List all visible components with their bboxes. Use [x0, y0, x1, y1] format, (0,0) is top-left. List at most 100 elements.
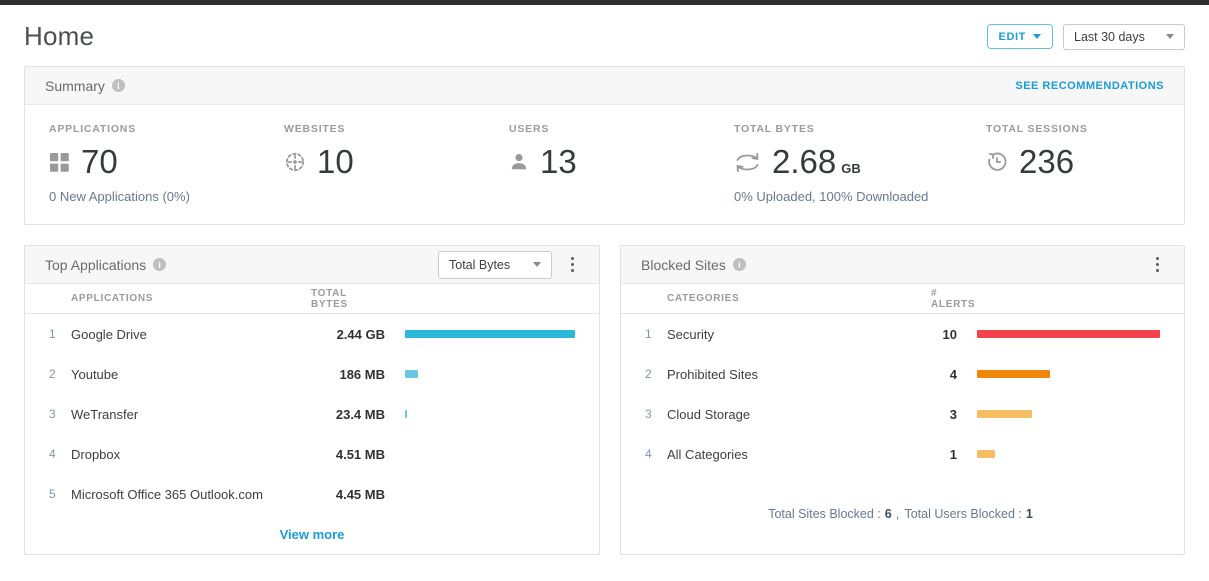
row-value: 23.4 MB [335, 406, 385, 422]
value-bar [977, 410, 1032, 418]
bar-track [405, 490, 575, 498]
row-value: 4.51 MB [335, 446, 385, 462]
user-icon [509, 152, 529, 172]
bar-track [405, 410, 575, 418]
value-bar [405, 370, 418, 378]
row-name: Microsoft Office 365 Outlook.com [71, 486, 263, 502]
metric-total-sessions: TOTAL SESSIONS 236 [986, 123, 1184, 204]
bar-track [977, 450, 1160, 458]
metric-select-value: Total Bytes [449, 257, 511, 272]
summary-metrics: APPLICATIONS 70 0 New Applications (0%) … [25, 105, 1184, 224]
metric-total-bytes: TOTAL BYTES 2.68 GB 0% Uploaded, 100% Do… [734, 123, 986, 204]
column-categories: CATEGORIES [667, 293, 740, 304]
top-applications-header: Top Applications i Total Bytes [25, 246, 599, 284]
separator: , [895, 507, 900, 521]
row-name: Google Drive [71, 326, 147, 342]
metric-users-label: USERS [509, 123, 550, 135]
see-recommendations-link[interactable]: SEE RECOMMENDATIONS [1015, 79, 1164, 92]
total-sites-blocked-label: Total Sites Blocked : [768, 507, 881, 521]
chevron-down-icon [1033, 34, 1041, 39]
value-bar [977, 330, 1160, 338]
info-icon[interactable]: i [111, 79, 125, 92]
table-row: 2 Prohibited Sites 4 [621, 354, 1184, 394]
row-rank: 1 [645, 327, 652, 341]
column-alerts: # ALERTS [931, 287, 976, 310]
row-value: 4 [949, 366, 957, 382]
column-applications: APPLICATIONS [71, 293, 154, 304]
total-sites-blocked-value: 6 [884, 507, 892, 521]
view-more-link[interactable]: View more [279, 526, 345, 542]
summary-card: Summary i SEE RECOMMENDATIONS APPLICATIO… [24, 66, 1185, 225]
bar-track [977, 330, 1160, 338]
row-name: WeTransfer [71, 406, 139, 422]
info-icon[interactable]: i [732, 258, 746, 271]
row-value: 1 [949, 446, 957, 462]
summary-title: Summary [45, 77, 105, 94]
blocked-sites-header: Blocked Sites i [621, 246, 1184, 284]
date-range-value: Last 30 days [1074, 29, 1145, 44]
metric-applications-value: 70 [81, 143, 118, 180]
top-applications-title: Top Applications [45, 256, 147, 273]
metric-applications-subtext: 0 New Applications (0%) [49, 189, 190, 204]
blocked-sites-title-group: Blocked Sites i [641, 257, 746, 273]
row-name: Cloud Storage [667, 406, 751, 422]
row-name: Youtube [71, 366, 119, 382]
metric-total-bytes-subtext: 0% Uploaded, 100% Downloaded [734, 189, 929, 204]
history-clock-icon [986, 151, 1008, 173]
row-rank: 1 [49, 327, 56, 341]
kebab-menu-icon[interactable] [566, 253, 579, 276]
value-bar [977, 370, 1051, 378]
blocked-sites-card: Blocked Sites i CATEGORIES # ALERTS 1 Se… [620, 245, 1185, 555]
metric-total-sessions-label: TOTAL SESSIONS [986, 123, 1088, 135]
bar-track [405, 450, 575, 458]
grid-icon [49, 152, 70, 173]
date-range-select[interactable]: Last 30 days [1063, 23, 1185, 50]
summary-title-group: Summary i [45, 78, 125, 94]
table-row: 3 Cloud Storage 3 [621, 394, 1184, 434]
top-applications-column-headers: APPLICATIONS TOTAL BYTES [25, 284, 599, 314]
metric-select[interactable]: Total Bytes [438, 250, 552, 279]
page-title: Home [24, 21, 95, 51]
bar-track [977, 410, 1160, 418]
chevron-down-icon [1166, 34, 1174, 39]
edit-button-label: EDIT [998, 30, 1026, 43]
header-actions: EDIT Last 30 days [986, 23, 1185, 50]
kebab-menu-icon[interactable] [1151, 253, 1164, 276]
value-bar [977, 450, 996, 458]
info-icon[interactable]: i [153, 258, 167, 271]
row-rank: 4 [49, 447, 56, 461]
table-row: 1 Security 10 [621, 314, 1184, 354]
row-rank: 3 [645, 407, 652, 421]
bar-track [977, 370, 1160, 378]
row-name: All Categories [667, 446, 748, 462]
top-applications-title-group: Top Applications i [45, 256, 167, 273]
table-row: 1 Google Drive 2.44 GB [25, 314, 599, 354]
globe-icon [284, 151, 306, 173]
top-applications-card: Top Applications i Total Bytes APPLICATI… [24, 245, 600, 555]
row-value: 2.44 GB [336, 326, 385, 342]
table-row: 4 Dropbox 4.51 MB [25, 434, 599, 474]
blocked-totals-text: Total Sites Blocked :6, Total Users Bloc… [768, 507, 1037, 521]
total-users-blocked-label: Total Users Blocked : [904, 507, 1022, 521]
bar-track [405, 370, 575, 378]
blocked-sites-column-headers: CATEGORIES # ALERTS [621, 284, 1184, 314]
row-rank: 2 [49, 367, 56, 381]
chevron-down-icon [533, 262, 541, 267]
row-value: 3 [949, 406, 957, 422]
edit-button[interactable]: EDIT [986, 24, 1053, 49]
value-bar [405, 330, 575, 338]
row-name: Dropbox [71, 446, 121, 462]
row-name: Security [667, 326, 714, 342]
metric-applications: APPLICATIONS 70 0 New Applications (0%) [49, 123, 284, 204]
total-users-blocked-value: 1 [1025, 507, 1033, 521]
value-bar [405, 410, 408, 418]
top-applications-footer: View more [25, 514, 599, 554]
blocked-sites-footer: Total Sites Blocked :6, Total Users Bloc… [621, 474, 1184, 554]
row-rank: 3 [49, 407, 56, 421]
metric-total-bytes-value: 2.68 [772, 143, 837, 180]
table-row: 2 Youtube 186 MB [25, 354, 599, 394]
metric-total-bytes-unit: GB [841, 161, 861, 176]
row-value: 10 [942, 326, 957, 342]
metric-total-sessions-value: 236 [1019, 143, 1075, 180]
panels-row: Top Applications i Total Bytes APPLICATI… [24, 245, 1185, 555]
